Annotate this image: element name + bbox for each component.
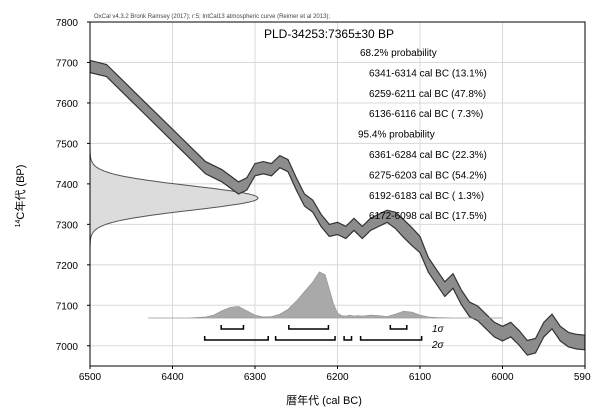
- y-tick-label-7400: 7400: [56, 180, 79, 191]
- x-tick-label-6000: 6000: [491, 372, 514, 383]
- y-tick-label-7700: 7700: [56, 58, 79, 69]
- probability-line-8: 6172-6098 cal BC (17.5%): [369, 211, 487, 222]
- x-tick-label-6400: 6400: [161, 372, 184, 383]
- range-1sigma-2: [389, 325, 408, 330]
- probability-text-block: 68.2% probability 6341-6314 cal BC (13.1%…: [358, 48, 487, 222]
- y-tick-label-7500: 7500: [56, 139, 79, 150]
- calibration-curve: [90, 59, 585, 356]
- y-axis-title: 14C年代 (BP): [13, 165, 27, 228]
- y-axis-title-main: C年代 (BP): [13, 165, 27, 220]
- calibrated-distribution: [147, 271, 503, 319]
- sigma-2-label: 2σ: [431, 340, 445, 351]
- radiocarbon-distribution: [89, 147, 259, 250]
- range-1sigma-1: [288, 325, 330, 330]
- probability-line-3: 6136-6116 cal BC ( 7.3%): [369, 109, 483, 120]
- y-axis-title-superscript: 14: [15, 220, 22, 228]
- radiocarbon-normal-curve: [89, 147, 259, 250]
- probability-line-5: 6361-6284 cal BC (22.3%): [369, 150, 487, 161]
- range-2sigma-3: [359, 336, 423, 341]
- probability-line-6: 6275-6203 cal BC (54.2%): [369, 170, 487, 181]
- tick-labels: 6500 6400 6300 6200 6100 6000 5900 7000 7100 7200…: [56, 18, 591, 383]
- range-brackets: [203, 325, 423, 341]
- x-tick-label-6500: 6500: [79, 372, 102, 383]
- x-tick-label-5900: 5900: [574, 372, 591, 383]
- x-axis-title: 暦年代 (cal BC): [286, 393, 362, 407]
- probability-line-1: 6341-6314 cal BC (13.1%): [369, 68, 487, 79]
- x-tick-label-6300: 6300: [244, 372, 267, 383]
- probability-line-0: 68.2% probability: [360, 48, 437, 59]
- y-tick-label-7100: 7100: [56, 301, 79, 312]
- probability-line-7: 6192-6183 cal BC ( 1.3%): [369, 191, 484, 202]
- range-2sigma-1: [274, 336, 336, 341]
- y-tick-label-7000: 7000: [56, 342, 79, 353]
- probability-line-2: 6259-6211 cal BC (47.8%): [369, 89, 486, 100]
- probability-line-4: 95.4% probability: [358, 130, 435, 141]
- header-note: OxCal v4.3.2 Bronk Ramsey (2017); r:5; I…: [94, 14, 330, 20]
- y-tick-label-7600: 7600: [56, 99, 79, 110]
- sigma-1-label: 1σ: [432, 324, 445, 335]
- x-tick-label-6200: 6200: [326, 372, 349, 383]
- calibrated-probability-distribution: [147, 271, 503, 319]
- sample-label: PLD-34253:7365±30 BP: [264, 27, 394, 41]
- calibration-curve-band: [90, 59, 585, 356]
- range-2sigma-0: [203, 336, 269, 341]
- y-tick-label-7800: 7800: [56, 18, 79, 29]
- y-tick-label-7200: 7200: [56, 261, 79, 272]
- range-2sigma-2: [343, 336, 353, 341]
- range-1sigma-0: [220, 325, 245, 330]
- y-tick-label-7300: 7300: [56, 220, 79, 231]
- x-tick-label-6100: 6100: [409, 372, 432, 383]
